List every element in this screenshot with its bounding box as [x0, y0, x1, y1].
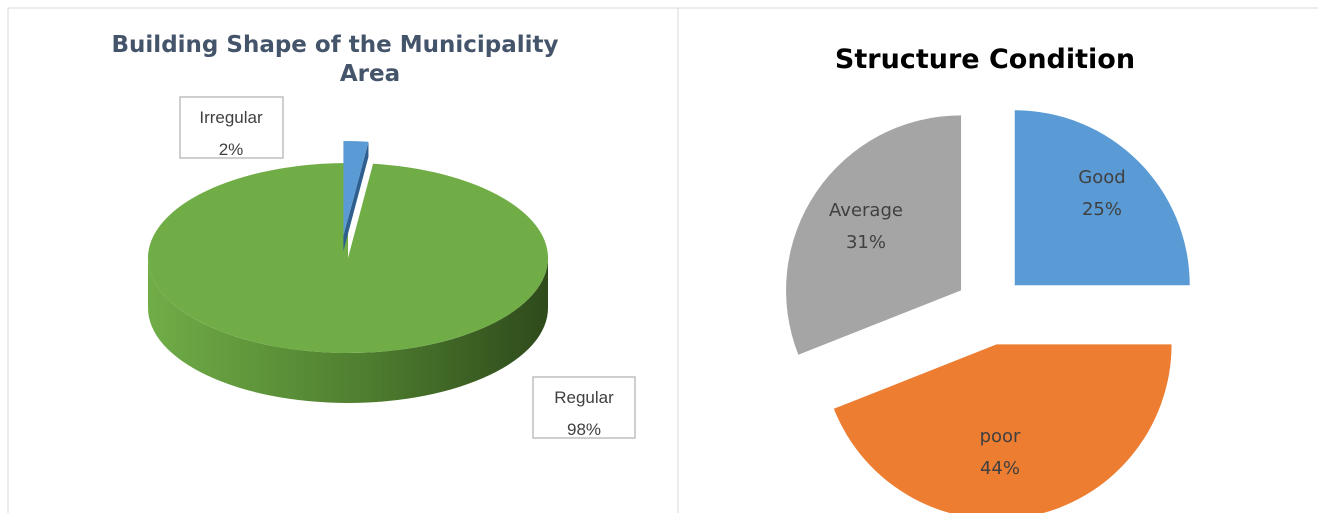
category-label: poor — [980, 426, 1021, 447]
value-label: 98% — [567, 420, 601, 439]
slice — [148, 163, 549, 403]
category-label: Regular — [554, 388, 614, 407]
category-label: Good — [1078, 167, 1125, 188]
value-label: 44% — [980, 458, 1020, 479]
pie-slice — [833, 344, 1172, 513]
category-label: Irregular — [199, 108, 263, 127]
label-box — [179, 96, 284, 159]
category-label: Average — [829, 200, 903, 221]
slice-top — [148, 163, 549, 354]
slice-side — [148, 258, 548, 403]
value-label: 31% — [846, 232, 886, 253]
chart-title: Building Shape of the Municipality Area — [112, 32, 559, 87]
slice-side — [343, 141, 369, 252]
value-label: 2% — [219, 140, 244, 159]
label-box — [532, 376, 636, 439]
chart-title: Structure Condition — [835, 44, 1135, 75]
pie-slice — [786, 115, 962, 355]
value-label: 25% — [1082, 199, 1122, 220]
slice — [343, 141, 369, 252]
slice-top — [343, 141, 369, 237]
pie-slice — [1014, 110, 1190, 286]
